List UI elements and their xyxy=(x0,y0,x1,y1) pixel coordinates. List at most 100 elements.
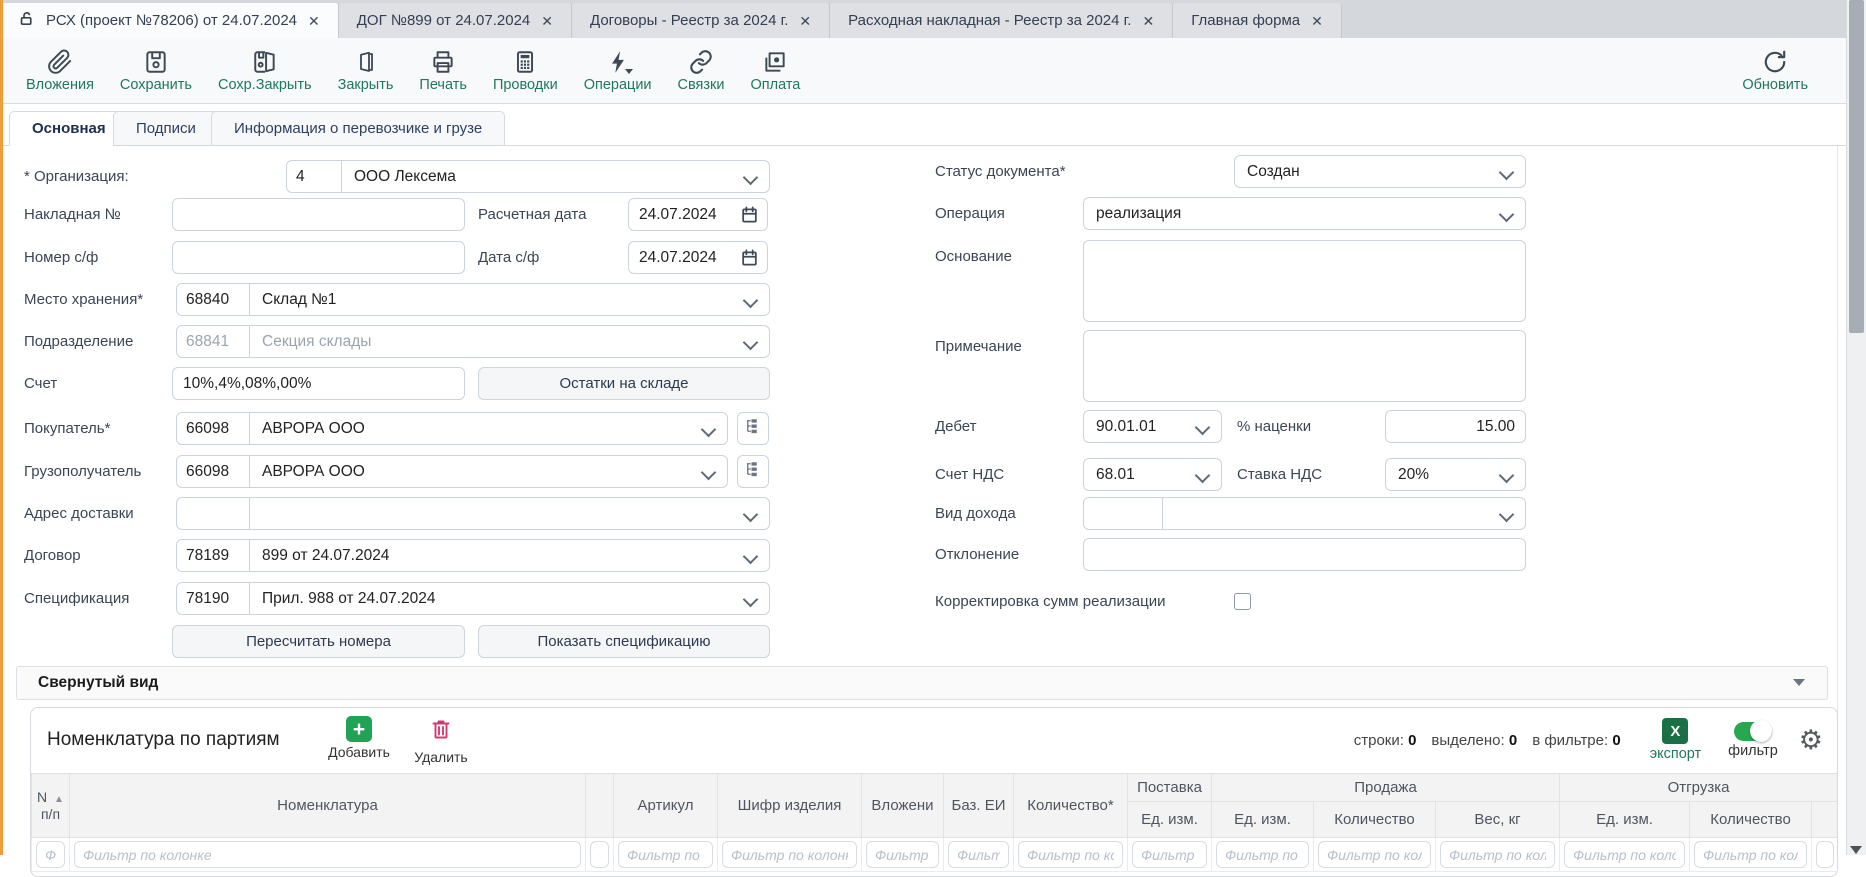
delivery-address-label: Адрес доставки xyxy=(24,505,134,522)
calendar-icon[interactable] xyxy=(740,248,759,267)
buyer-select[interactable]: АВРОРА ООО xyxy=(249,412,728,445)
vertical-scrollbar[interactable] xyxy=(1846,0,1866,855)
toolbar: Вложения Сохранить Сохр.Закрыть Закрыть xyxy=(0,38,1866,104)
calendar-icon[interactable] xyxy=(740,205,759,224)
table-column-header[interactable]: Количество xyxy=(1313,801,1436,838)
collapsed-view-bar[interactable]: Свернутый вид xyxy=(16,666,1828,700)
contract-select[interactable]: 899 от 24.07.2024 xyxy=(249,539,770,572)
specification-select[interactable]: Прил. 988 от 24.07.2024 xyxy=(249,582,770,615)
note-textarea[interactable] xyxy=(1083,330,1526,402)
buyer-hierarchy-button[interactable] xyxy=(737,412,769,445)
account-row: Счет Остатки на складе xyxy=(0,367,800,400)
chevron-down-icon xyxy=(1498,506,1515,523)
correction-checkbox[interactable] xyxy=(1234,593,1251,610)
operation-label: Операция xyxy=(935,205,1005,222)
window-tab-bar: РСХ (проект №78206) от 24.07.2024 ✕ ДОГ … xyxy=(0,0,1866,38)
attachments-button[interactable]: Вложения xyxy=(26,49,94,93)
deviation-label: Отклонение xyxy=(935,546,1020,563)
table-column-header[interactable]: Номенклатура xyxy=(69,773,586,838)
links-button[interactable]: Связки xyxy=(678,49,724,93)
income-type-select[interactable] xyxy=(1162,497,1526,530)
tab-cargo-info[interactable]: Информация о перевозчике и грузе xyxy=(211,111,506,146)
stock-remainder-button[interactable]: Остатки на складе xyxy=(478,367,770,400)
specification-code-input[interactable] xyxy=(176,582,250,615)
debit-select[interactable]: 90.01.01 xyxy=(1083,410,1222,443)
left-buttons-row: Пересчитать номера Показать спецификацию xyxy=(0,625,800,658)
close-document-button[interactable]: Закрыть xyxy=(338,49,393,93)
scrollbar-thumb[interactable] xyxy=(1849,0,1864,333)
window-tab-main-form[interactable]: Главная форма ✕ xyxy=(1173,3,1342,38)
vat-rate-select[interactable]: 20% xyxy=(1385,458,1526,491)
consignee-select[interactable]: АВРОРА ООО xyxy=(249,455,728,488)
invoice-number-input[interactable] xyxy=(172,241,465,274)
close-icon[interactable]: ✕ xyxy=(799,12,812,29)
rows-count: строки: 0 xyxy=(1353,731,1417,749)
save-button[interactable]: Сохранить xyxy=(120,49,192,93)
account-input[interactable] xyxy=(172,367,465,400)
buyer-code-input[interactable] xyxy=(176,412,250,445)
delivery-address-select[interactable] xyxy=(249,497,770,530)
refresh-button[interactable]: Обновить xyxy=(1742,49,1808,93)
gear-icon[interactable]: ⚙ xyxy=(1798,724,1823,755)
table-column-header[interactable]: Ед. изм. xyxy=(1559,801,1691,838)
close-icon[interactable]: ✕ xyxy=(308,12,320,29)
table-column-header[interactable]: Шифр изделия xyxy=(717,773,862,838)
save-close-button[interactable]: Сохр.Закрыть xyxy=(218,49,312,93)
recalc-numbers-button[interactable]: Пересчитать номера xyxy=(172,625,465,658)
deviation-row: Отклонение xyxy=(0,538,1600,571)
table-column-header[interactable]: N ▲ п/п xyxy=(31,773,70,838)
window-tab-label: Главная форма xyxy=(1191,12,1301,29)
filter-toggle[interactable] xyxy=(1733,719,1772,742)
table-column-header[interactable]: Вложени xyxy=(861,773,944,838)
table-column-header[interactable]: Количество* xyxy=(1013,773,1128,838)
table-column-header[interactable]: Количество xyxy=(1689,801,1813,838)
filter-toggle-block[interactable]: фильтр xyxy=(1728,719,1778,759)
lightning-icon xyxy=(605,49,633,75)
close-icon[interactable]: ✕ xyxy=(1311,12,1323,29)
window-tab-rsx[interactable]: РСХ (проект №78206) от 24.07.2024 ✕ xyxy=(0,3,339,38)
storage-select[interactable]: Склад №1 xyxy=(249,283,770,316)
table-column-header[interactable] xyxy=(1811,801,1837,838)
division-select[interactable]: Секция склады xyxy=(249,325,770,358)
status-select[interactable]: Создан xyxy=(1234,155,1526,188)
table-column-header[interactable]: Артикул xyxy=(613,773,718,838)
division-code-input[interactable] xyxy=(176,325,250,358)
consignee-code-input[interactable] xyxy=(176,455,250,488)
table-column-header[interactable] xyxy=(585,773,614,838)
table-column-header[interactable]: Ед. изм. xyxy=(1211,801,1314,838)
chevron-down-icon xyxy=(1194,467,1211,484)
org-select[interactable]: ООО Лексема xyxy=(341,160,770,193)
storage-code-input[interactable] xyxy=(176,283,250,316)
consignee-hierarchy-button[interactable] xyxy=(737,455,769,488)
deviation-input[interactable] xyxy=(1083,538,1526,571)
close-icon[interactable]: ✕ xyxy=(1142,12,1155,29)
window-tab-contracts-registry[interactable]: Договоры - Реестр за 2024 г. ✕ xyxy=(572,3,831,38)
waybill-label: Накладная № xyxy=(24,206,121,223)
window-tab-waybill-registry[interactable]: Расходная накладная - Реестр за 2024 г. … xyxy=(830,3,1174,38)
delete-row-button[interactable]: Удалить xyxy=(406,716,476,764)
window-tab-dog[interactable]: ДОГ №899 от 24.07.2024 ✕ xyxy=(338,3,573,38)
close-icon[interactable]: ✕ xyxy=(541,12,554,29)
invoice-date-input[interactable] xyxy=(628,241,768,274)
excel-export-button[interactable]: X экспорт xyxy=(1650,718,1701,762)
table-column-header[interactable]: Вес, кг xyxy=(1434,801,1561,838)
tab-main[interactable]: Основная xyxy=(9,111,129,146)
operations-button[interactable]: Операции xyxy=(584,49,652,93)
basis-textarea[interactable] xyxy=(1083,240,1526,322)
markup-input[interactable] xyxy=(1385,410,1526,443)
scroll-down-arrow-icon[interactable] xyxy=(1850,846,1862,854)
waybill-number-input[interactable] xyxy=(172,198,465,231)
table-column-header[interactable]: Ед. изм. xyxy=(1127,801,1212,838)
table-column-header[interactable]: Баз. ЕИ xyxy=(943,773,1014,838)
add-row-button[interactable]: + Добавить xyxy=(328,716,390,760)
postings-button[interactable]: Проводки xyxy=(493,49,558,93)
contract-code-input[interactable] xyxy=(176,539,250,572)
org-row: * Организация: ООО Лексема xyxy=(0,160,800,193)
income-type-code-input[interactable] xyxy=(1083,497,1163,530)
operation-select[interactable]: реализация xyxy=(1083,197,1526,230)
tab-signatures[interactable]: Подписи xyxy=(113,111,219,146)
vat-account-select[interactable]: 68.01 xyxy=(1083,458,1222,491)
payment-button[interactable]: Оплата xyxy=(750,49,800,93)
show-specification-button[interactable]: Показать спецификацию xyxy=(478,625,770,658)
print-button[interactable]: Печать xyxy=(419,49,467,93)
